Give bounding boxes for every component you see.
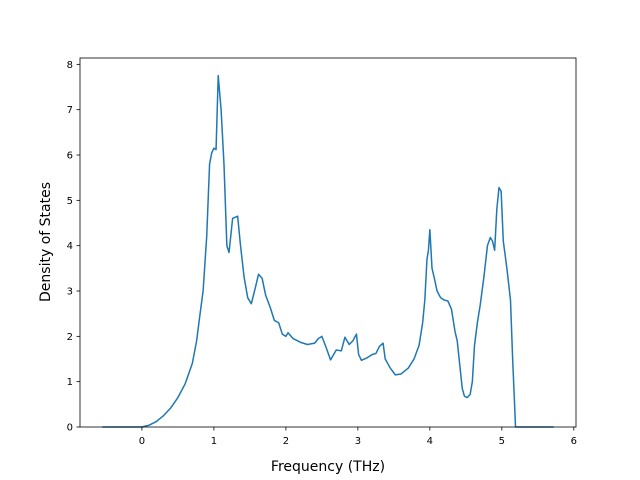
y-tick-label: 5: [67, 196, 73, 207]
y-tick-label: 6: [67, 151, 73, 162]
y-tick-label: 8: [67, 60, 73, 71]
y-axis-label: Density of States: [38, 182, 54, 302]
x-tick-label: 0: [139, 436, 145, 447]
x-tick-label: 4: [427, 436, 433, 447]
x-tick-label: 6: [571, 436, 577, 447]
x-tick-label: 5: [499, 436, 505, 447]
y-tick-label: 7: [67, 105, 73, 116]
x-tick-label: 1: [211, 436, 217, 447]
x-tick-label: 3: [355, 436, 361, 447]
data-line: [102, 74, 554, 428]
y-tick-label: 0: [67, 423, 73, 434]
axes-frame: [79, 57, 577, 428]
y-tick-label: 3: [67, 287, 73, 298]
x-tick-label: 2: [283, 436, 289, 447]
y-tick-label: 4: [67, 241, 73, 252]
x-axis-label: Frequency (THz): [271, 459, 385, 475]
y-tick-label: 1: [67, 377, 73, 388]
y-tick-label: 2: [67, 332, 73, 343]
